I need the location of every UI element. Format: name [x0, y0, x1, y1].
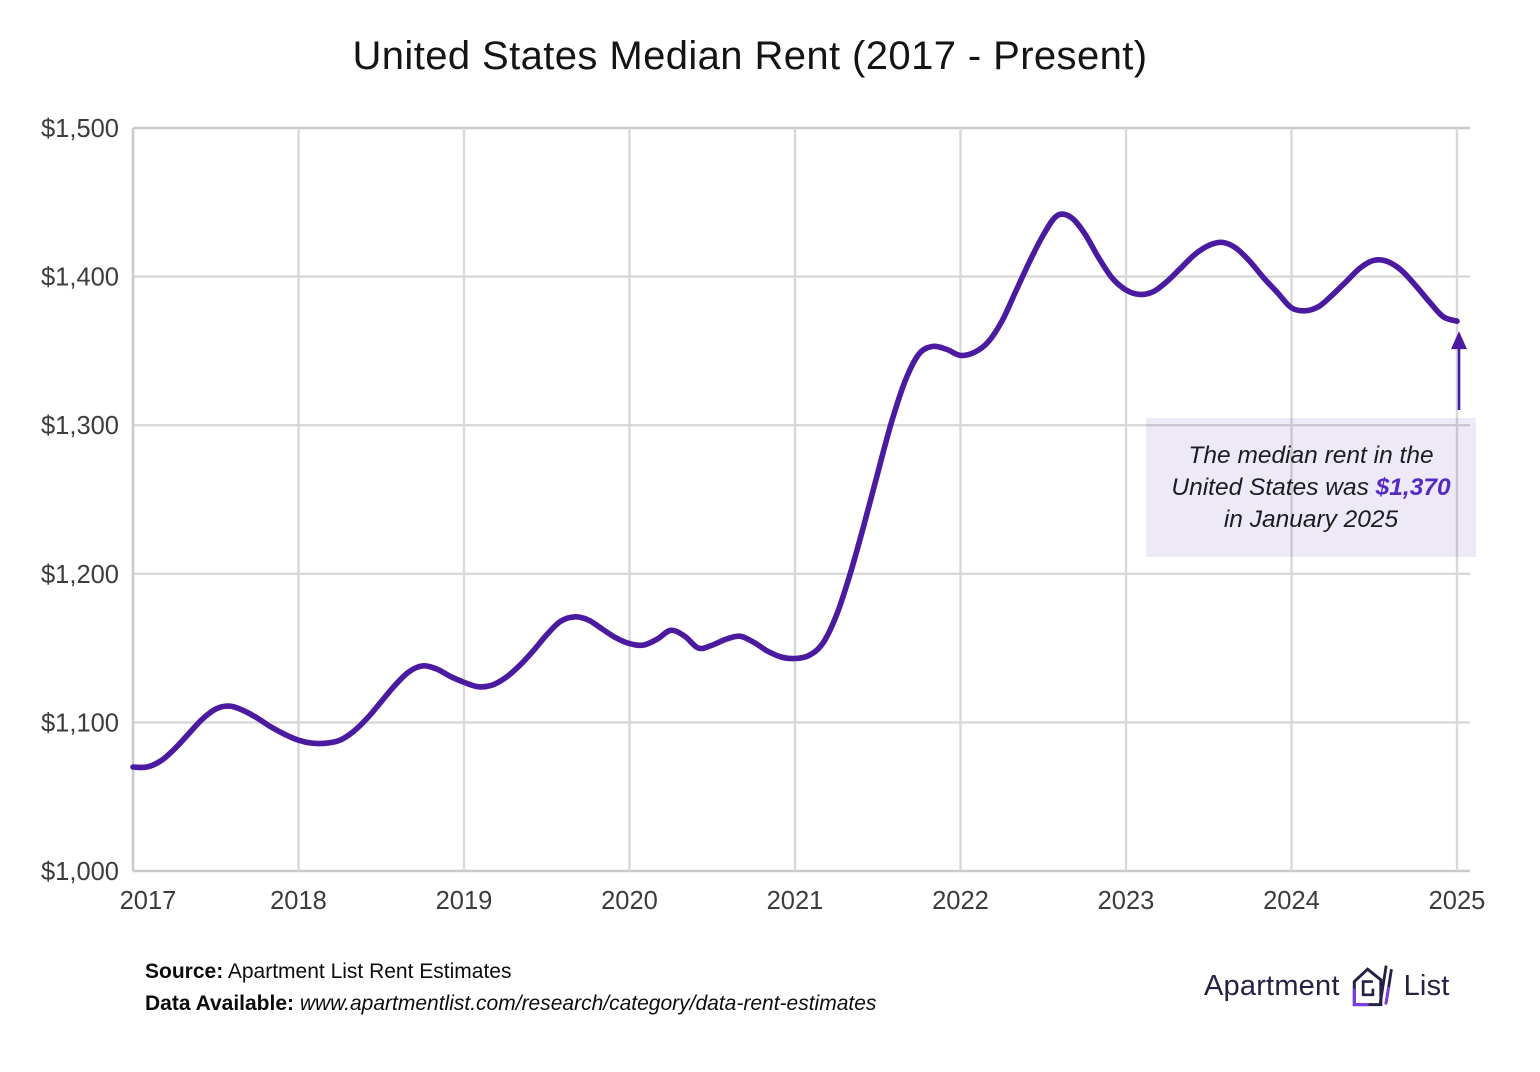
footer: Source: Apartment List Rent Estimates Da…	[145, 956, 876, 1019]
x-tick-label: 2020	[601, 887, 658, 915]
logo-word-list: List	[1403, 969, 1450, 1002]
rent-line-chart: $1,000 $1,100 $1,200 $1,300 $1,400 $1,500 2017…	[41, 115, 1486, 915]
median-rent-line	[130, 211, 1460, 771]
source-line: Source: Apartment List Rent Estimates	[145, 956, 876, 988]
data-available-label: Data Available:	[145, 991, 294, 1015]
y-tick-label: $1,200	[41, 561, 119, 589]
annotation-line-1: The median rent in the	[1188, 441, 1434, 469]
logo-word-apartment: Apartment	[1204, 969, 1340, 1002]
x-tick-label: 2017	[120, 887, 177, 915]
source-text: Apartment List Rent Estimates	[223, 960, 512, 983]
data-available-url: www.apartmentlist.com/research/category/…	[294, 991, 877, 1015]
x-tick-label: 2018	[270, 887, 327, 915]
y-tick-label: $1,500	[41, 115, 119, 143]
x-tick-label: 2021	[767, 887, 824, 915]
data-available-line: Data Available: www.apartmentlist.com/re…	[145, 988, 876, 1020]
apartment-list-house-icon	[1352, 965, 1393, 1007]
x-tick-label: 2024	[1263, 887, 1320, 915]
source-label: Source:	[145, 960, 224, 983]
y-tick-label: $1,400	[41, 264, 119, 292]
x-tick-label: 2019	[436, 887, 493, 915]
y-tick-label: $1,000	[41, 858, 119, 886]
annotation-value: $1,370	[1375, 473, 1451, 501]
y-tick-label: $1,300	[41, 412, 119, 440]
chart-title: United States Median Rent (2017 - Presen…	[352, 34, 1148, 78]
annotation-arrow-head	[1451, 331, 1467, 350]
annotation-line-3: in January 2025	[1223, 505, 1399, 533]
annotation-line-2: United States was $1,370	[1171, 473, 1451, 501]
x-tick-label: 2022	[932, 887, 989, 915]
annotation-box: The median rent in the United States was…	[1146, 418, 1476, 557]
y-tick-label: $1,100	[41, 709, 119, 737]
x-tick-label: 2023	[1098, 887, 1155, 915]
x-tick-label: 2025	[1429, 887, 1486, 915]
apartment-list-logo: Apartment List	[1204, 963, 1450, 1009]
